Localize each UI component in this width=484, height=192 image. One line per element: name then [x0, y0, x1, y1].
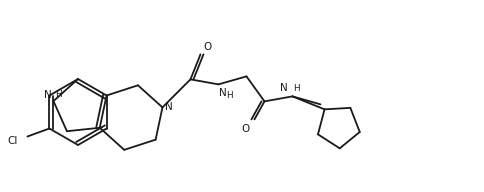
Text: H: H — [227, 91, 233, 100]
Text: H: H — [293, 84, 300, 93]
Text: H: H — [56, 90, 62, 99]
Text: N: N — [219, 88, 227, 98]
Text: N: N — [166, 102, 173, 112]
Text: Cl: Cl — [7, 136, 17, 146]
Text: N: N — [44, 90, 51, 100]
Text: O: O — [203, 42, 212, 52]
Text: N: N — [280, 83, 287, 93]
Text: O: O — [241, 124, 249, 134]
